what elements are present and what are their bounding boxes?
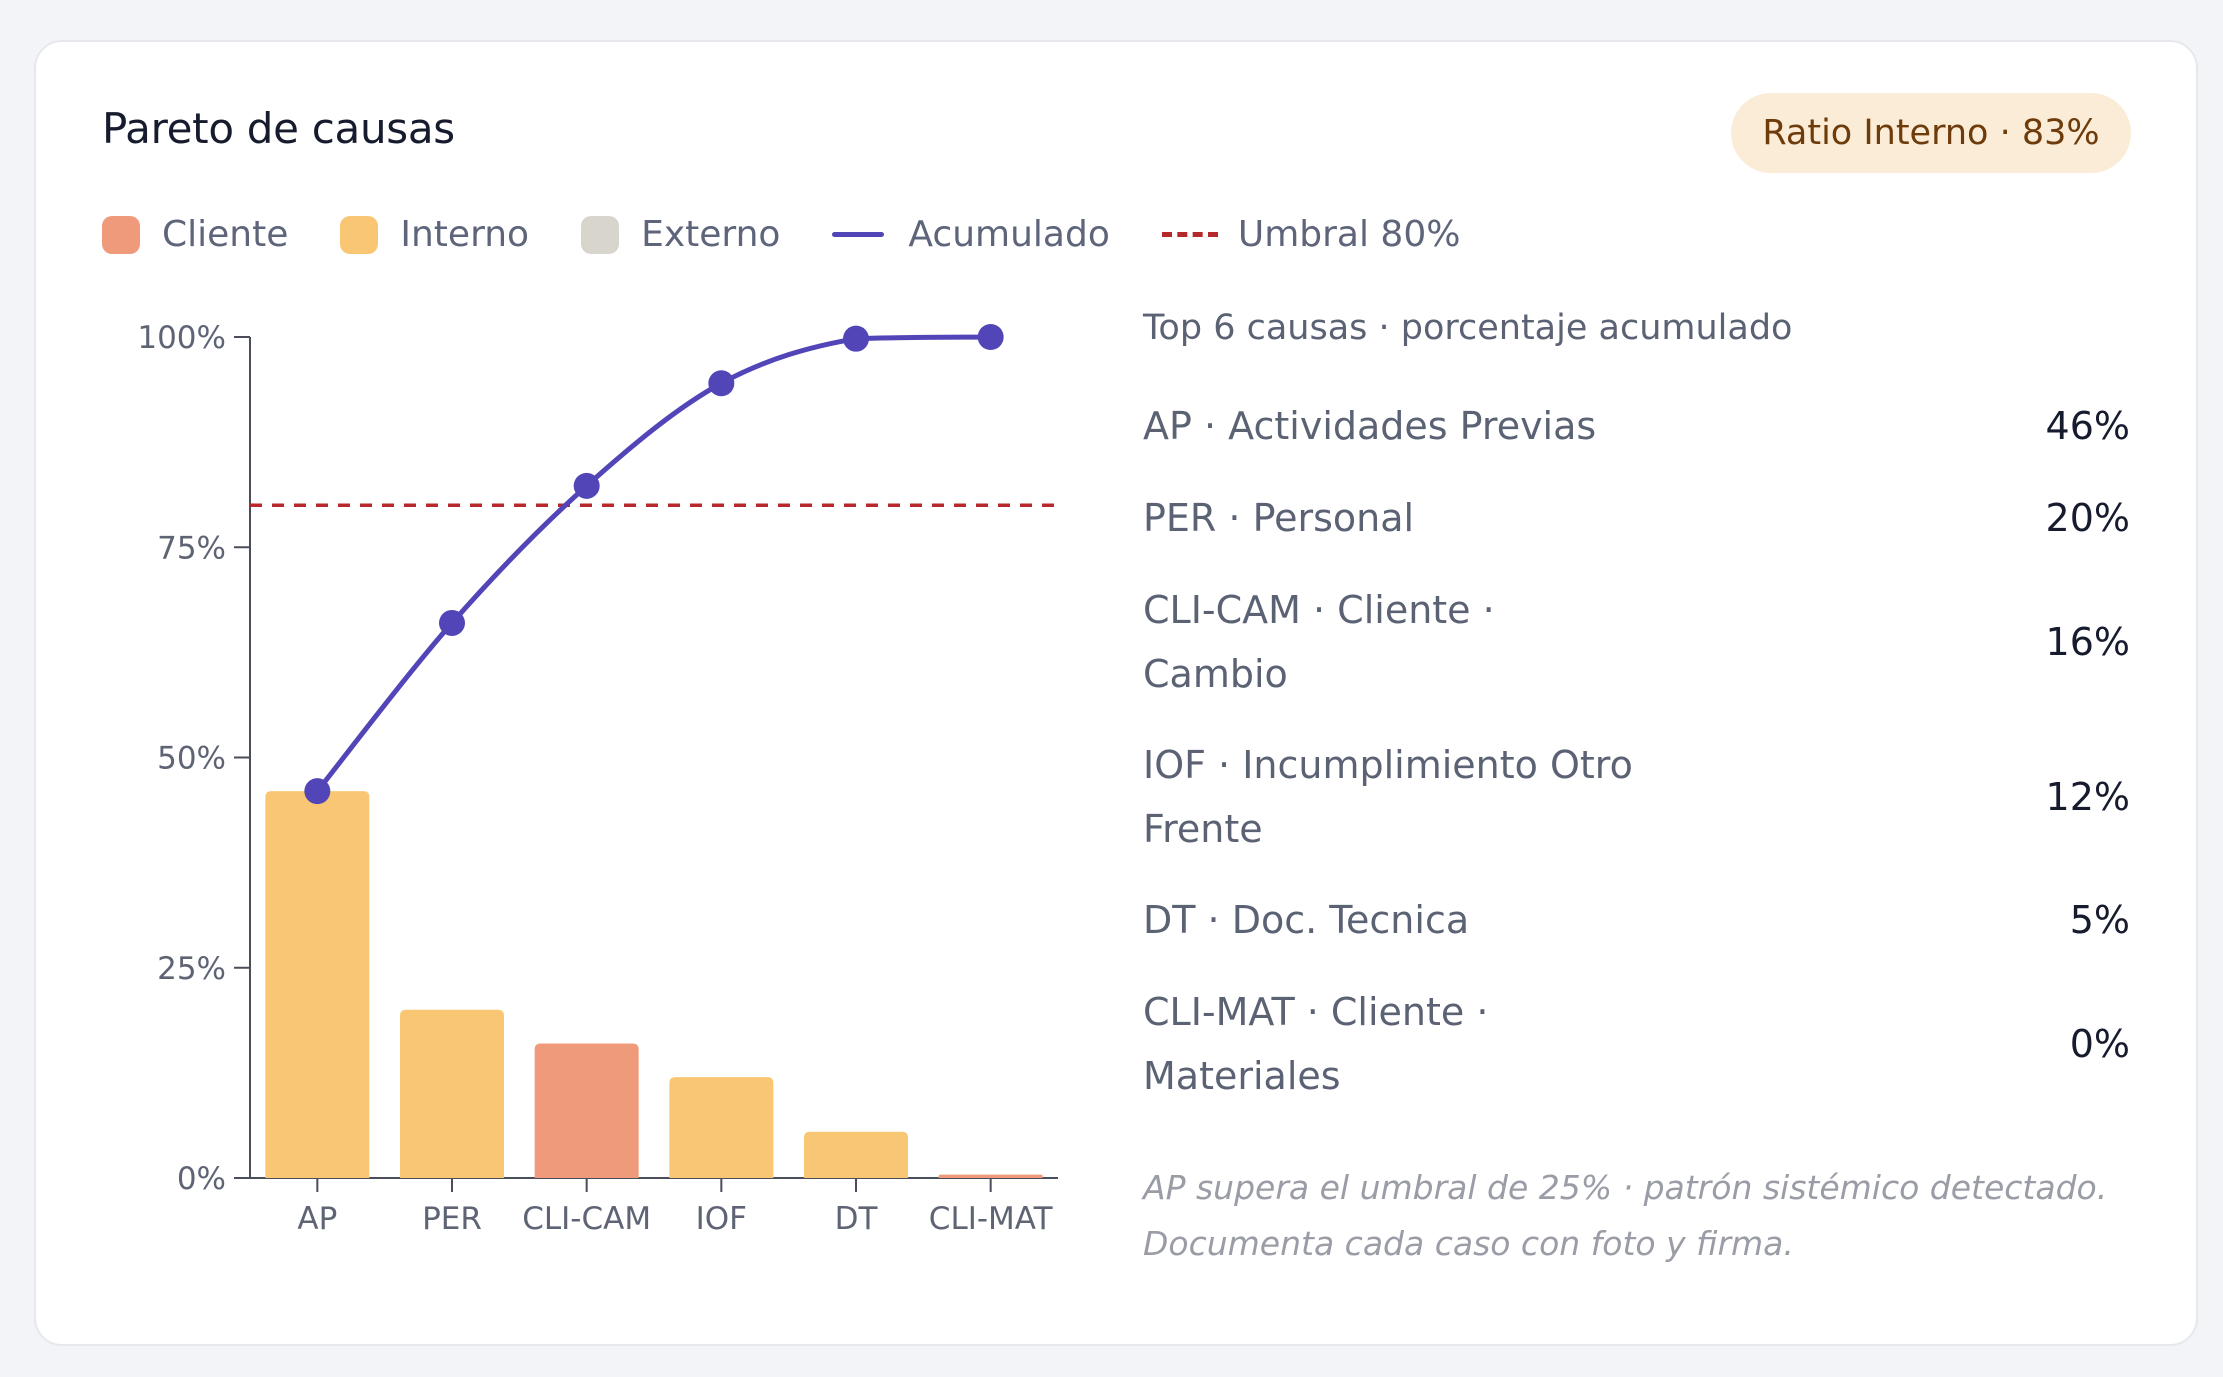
ratio-badge-label: Ratio Interno · 83% — [1762, 113, 2100, 153]
legend-item-externo: Externo — [581, 214, 780, 255]
cumulative-point-per — [439, 609, 465, 636]
ranking-value-per: 20% — [2045, 496, 2130, 540]
ranking-label-ap: AP · Actividades Previas — [1143, 404, 1597, 448]
cumulative-line — [314, 334, 994, 794]
insight-note: AP supera el umbral de 25% · patrón sist… — [1143, 1168, 2108, 1263]
x-tick-label-per: PER — [422, 1201, 482, 1237]
cumulative-point-cli-cam — [573, 472, 600, 499]
bar-ap — [265, 791, 370, 1178]
y-tick-label-100: 100% — [137, 320, 226, 356]
legend-label-externo: Externo — [641, 214, 781, 255]
cumulative-point-dt — [843, 325, 869, 352]
ranking-row-cli-mat: CLI-MAT · Cliente · Materiales 0% — [1143, 980, 2130, 1108]
ranking-row-iof: IOF · Incumplimiento Otro Frente 12% — [1143, 733, 2130, 861]
ranking-subtitle: Top 6 causas · porcentaje acumulado — [1143, 308, 1793, 348]
x-tick-label-cli-mat: CLI-MAT — [929, 1201, 1054, 1237]
y-tick-label-50: 50% — [157, 741, 226, 777]
y-tick-label-25: 25% — [157, 951, 226, 987]
ranking-value-ap: 46% — [2045, 404, 2130, 448]
legend-label-interno: Interno — [400, 214, 530, 255]
legend-swatch-interno — [340, 215, 379, 254]
bar-iof — [669, 1077, 774, 1178]
legend-label-cliente: Cliente — [162, 214, 289, 255]
x-tick-label-iof: IOF — [696, 1201, 747, 1237]
legend-swatch-externo — [581, 215, 620, 254]
ranking-row-dt: DT · Doc. Tecnica 5% — [1143, 888, 2130, 952]
legend-item-interno: Interno — [340, 214, 529, 255]
legend-label-acumulado: Acumulado — [908, 214, 1110, 255]
ranking-label-cli-cam: CLI-CAM · Cliente · Cambio — [1143, 588, 1495, 696]
x-tick-label-dt: DT — [835, 1201, 879, 1237]
ranking-label-dt: DT · Doc. Tecnica — [1143, 898, 1470, 942]
bar-per — [400, 1009, 504, 1178]
ranking-label-per: PER · Personal — [1143, 496, 1415, 540]
ranking-value-cli-cam: 16% — [2045, 620, 2130, 664]
cumulative-point-ap — [304, 778, 331, 805]
card-title: Pareto de causas — [102, 104, 455, 153]
y-tick-label-0: 0% — [177, 1161, 226, 1197]
ranking-row-ap: AP · Actividades Previas 46% — [1143, 394, 2130, 458]
ranking-label-cli-mat: CLI-MAT · Cliente · Materiales — [1143, 990, 1489, 1098]
y-tick-label-75: 75% — [157, 530, 226, 566]
cumulative-point-iof — [708, 370, 735, 397]
legend-label-umbral: Umbral 80% — [1237, 214, 1461, 255]
bar-dt — [804, 1131, 908, 1178]
legend-line-acumulado — [832, 232, 885, 237]
legend-item-umbral: Umbral 80% — [1161, 214, 1461, 255]
x-tick-label-cli-cam: CLI-CAM — [522, 1201, 651, 1237]
chart-legend: Cliente Interno Externo Acumulado Umbral… — [102, 214, 1512, 255]
ranking-value-dt: 5% — [2069, 898, 2130, 942]
legend-item-acumulado: Acumulado — [832, 214, 1110, 255]
pareto-chart: 0% 25% 50% 75% 100% AP PER CLI-CAM IOF DT CLI-MAT — [137, 320, 1058, 1237]
bar-cli-cam — [534, 1043, 639, 1178]
ranking-row-cli-cam: CLI-CAM · Cliente · Cambio 16% — [1143, 578, 2130, 706]
legend-swatch-cliente — [102, 215, 140, 254]
ranking-label-iof: IOF · Incumplimiento Otro Frente — [1143, 743, 1633, 851]
bar-cli-mat — [938, 1174, 1043, 1178]
ranking-value-cli-mat: 0% — [2069, 1022, 2130, 1066]
legend-dash-umbral — [1161, 232, 1218, 237]
ranking-value-iof: 12% — [2045, 775, 2130, 819]
ratio-badge: Ratio Interno · 83% — [1731, 93, 2131, 173]
x-tick-label-ap: AP — [297, 1201, 337, 1237]
legend-item-cliente: Cliente — [102, 214, 288, 255]
cumulative-point-cli-mat — [977, 324, 1004, 350]
ranking-row-per: PER · Personal 20% — [1143, 486, 2130, 550]
